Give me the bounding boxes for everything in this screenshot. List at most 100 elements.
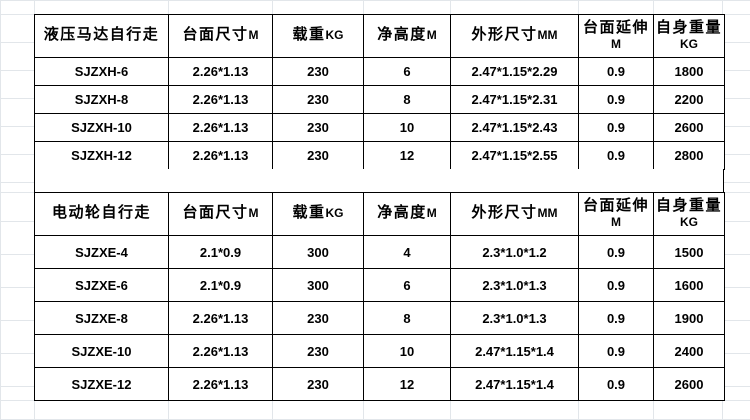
- table-spacer-row: [34, 169, 724, 192]
- cell-value: 230: [272, 57, 364, 86]
- cell-model: SJZXE-12: [34, 367, 169, 401]
- table-row: SJZXE-6 2.1*0.9 300 6 2.3*1.0*1.3 0.9 1600: [34, 268, 726, 302]
- cell-value: 0.9: [578, 141, 654, 170]
- cell-value: 0.9: [578, 367, 654, 401]
- column-header-label: 载重: [292, 27, 326, 44]
- cell-value: 2.26*1.13: [168, 57, 273, 86]
- table-row: SJZXH-10 2.26*1.13 230 10 2.47*1.15*2.43 0.9 2…: [34, 113, 726, 142]
- column-header-unit: M: [426, 28, 437, 43]
- column-header-4: 外形尺寸MM: [450, 192, 579, 236]
- column-header-1: 台面尺寸M: [168, 192, 273, 236]
- cell-value: 0.9: [578, 85, 654, 114]
- column-header-unit: M: [426, 206, 437, 221]
- cell-value: 2.26*1.13: [168, 113, 273, 142]
- column-header-2: 载重KG: [272, 192, 364, 236]
- cell-value: 1900: [652, 301, 726, 335]
- column-header-label: 台面延伸: [582, 20, 649, 37]
- column-header-4: 外形尺寸MM: [450, 14, 579, 58]
- column-header-unit: MM: [537, 28, 558, 43]
- cell-value: 2.47*1.15*2.55: [450, 141, 579, 170]
- cell-value: 2.47*1.15*2.29: [450, 57, 579, 86]
- table-row: SJZXH-12 2.26*1.13 230 12 2.47*1.15*2.55 0.9 2…: [34, 141, 726, 170]
- column-header-unit: M: [248, 28, 259, 43]
- cell-value: 230: [272, 85, 364, 114]
- column-header-label: 台面尺寸: [182, 27, 249, 44]
- cell-value: 2200: [652, 85, 726, 114]
- spec-table-hydraulic-motor-self-propelled: 液压马达自行走 台面尺寸M 载重KG 净高度M 外形尺寸MM 台面延伸 M 自身重量 KG SJZ…: [34, 14, 726, 170]
- cell-model: SJZXH-6: [34, 57, 169, 86]
- cell-model: SJZXH-8: [34, 85, 169, 114]
- cell-value: 2400: [652, 334, 726, 368]
- cell-value: 2.47*1.15*2.31: [450, 85, 579, 114]
- column-header-2: 载重KG: [272, 14, 364, 58]
- cell-value: 10: [363, 113, 451, 142]
- column-header-unit: M: [611, 36, 621, 51]
- cell-value: 0.9: [578, 57, 654, 86]
- cell-value: 0.9: [578, 268, 654, 302]
- table-row: SJZXE-10 2.26*1.13 230 10 2.47*1.15*1.4 0.9 24…: [34, 334, 726, 368]
- cell-value: 0.9: [578, 301, 654, 335]
- column-header-6: 自身重量 KG: [652, 192, 726, 236]
- cell-value: 6: [363, 57, 451, 86]
- column-header-unit: M: [611, 214, 621, 229]
- cell-value: 12: [363, 141, 451, 170]
- cell-value: 2.26*1.13: [168, 301, 273, 335]
- table-row: SJZXE-12 2.26*1.13 230 12 2.47*1.15*1.4 0.9 26…: [34, 367, 726, 401]
- cell-model: SJZXE-6: [34, 268, 169, 302]
- table-row: SJZXH-8 2.26*1.13 230 8 2.47*1.15*2.31 0.9 220…: [34, 85, 726, 114]
- cell-value: 2.26*1.13: [168, 141, 273, 170]
- cell-value: 2600: [652, 367, 726, 401]
- cell-value: 1800: [652, 57, 726, 86]
- cell-value: 2.1*0.9: [168, 235, 273, 269]
- column-header-6: 自身重量 KG: [652, 14, 726, 58]
- column-header-label: 自身重量: [656, 20, 723, 37]
- cell-model: SJZXE-10: [34, 334, 169, 368]
- column-header-unit: M: [248, 206, 259, 221]
- column-header-0: 电动轮自行走: [34, 192, 169, 236]
- cell-value: 0.9: [578, 235, 654, 269]
- column-header-label: 台面延伸: [582, 198, 649, 215]
- cell-value: 230: [272, 334, 364, 368]
- cell-value: 1500: [652, 235, 726, 269]
- cell-value: 0.9: [578, 334, 654, 368]
- cell-value: 230: [272, 113, 364, 142]
- cell-value: 2800: [652, 141, 726, 170]
- column-header-label: 净高度: [377, 205, 427, 222]
- column-header-unit: KG: [325, 28, 344, 43]
- cell-value: 8: [363, 85, 451, 114]
- cell-value: 4: [363, 235, 451, 269]
- cell-model: SJZXH-12: [34, 141, 169, 170]
- column-header-5: 台面延伸 M: [578, 192, 654, 236]
- column-header-label: 净高度: [377, 27, 427, 44]
- cell-value: 2.3*1.0*1.3: [450, 301, 579, 335]
- column-header-unit: KG: [680, 36, 698, 51]
- column-header-0: 液压马达自行走: [34, 14, 169, 58]
- column-header-label: 载重: [292, 205, 326, 222]
- column-header-3: 净高度M: [363, 14, 451, 58]
- cell-value: 230: [272, 301, 364, 335]
- cell-model: SJZXE-4: [34, 235, 169, 269]
- cell-value: 6: [363, 268, 451, 302]
- column-header-label: 外形尺寸: [471, 27, 538, 44]
- table-row: SJZXE-4 2.1*0.9 300 4 2.3*1.0*1.2 0.9 1500: [34, 235, 726, 269]
- cell-value: 10: [363, 334, 451, 368]
- column-header-label: 自身重量: [656, 198, 723, 215]
- column-header-label: 液压马达自行走: [43, 27, 160, 44]
- cell-value: 230: [272, 141, 364, 170]
- table-row: SJZXE-8 2.26*1.13 230 8 2.3*1.0*1.3 0.9 1900: [34, 301, 726, 335]
- cell-value: 2.26*1.13: [168, 367, 273, 401]
- column-header-3: 净高度M: [363, 192, 451, 236]
- cell-model: SJZXH-10: [34, 113, 169, 142]
- column-header-unit: KG: [680, 214, 698, 229]
- column-header-unit: MM: [537, 206, 558, 221]
- cell-value: 12: [363, 367, 451, 401]
- cell-value: 2600: [652, 113, 726, 142]
- column-header-label: 电动轮自行走: [51, 205, 151, 222]
- cell-value: 8: [363, 301, 451, 335]
- column-header-label: 外形尺寸: [471, 205, 538, 222]
- cell-value: 2.47*1.15*1.4: [450, 367, 579, 401]
- cell-value: 2.26*1.13: [168, 334, 273, 368]
- cell-value: 2.3*1.0*1.2: [450, 235, 579, 269]
- table-header-row: 电动轮自行走 台面尺寸M 载重KG 净高度M 外形尺寸MM 台面延伸 M 自身重量 KG: [34, 192, 726, 236]
